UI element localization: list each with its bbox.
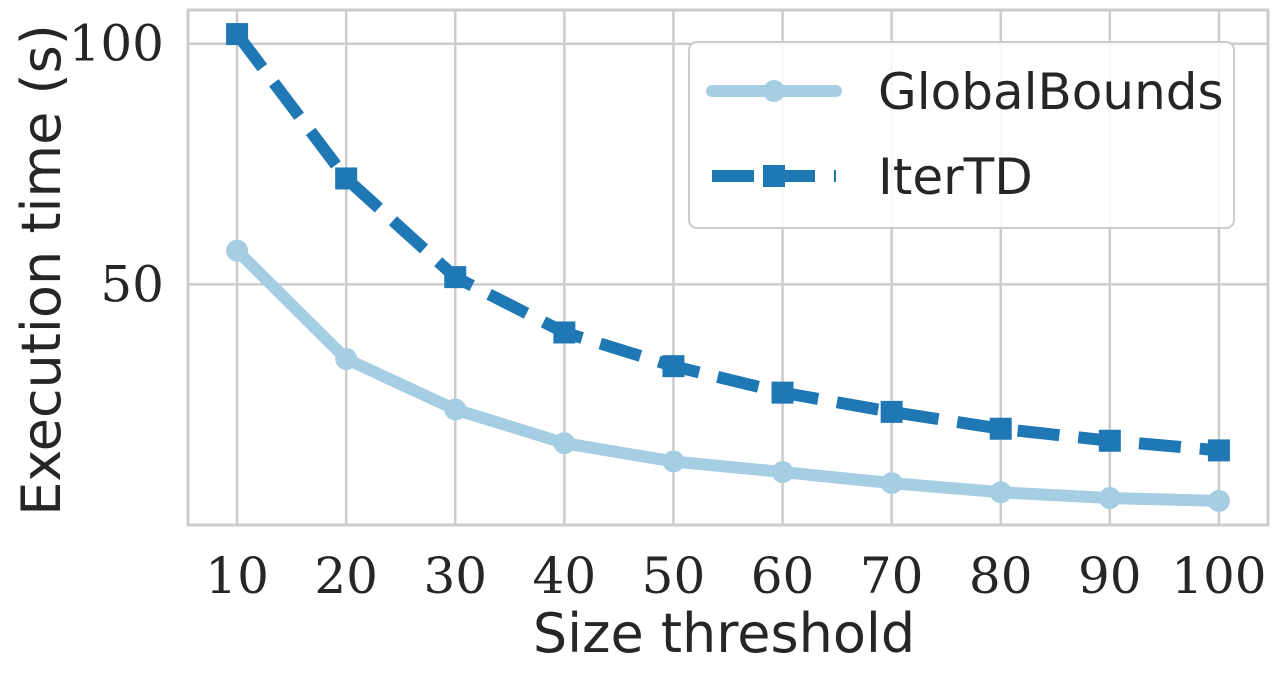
data-point (335, 167, 358, 190)
plot-frame (186, 8, 1270, 527)
data-point (226, 239, 249, 262)
x-tick-label: 20 (314, 547, 378, 605)
data-point (771, 461, 794, 484)
series-line (231, 244, 1225, 507)
data-point (880, 400, 903, 423)
data-point (880, 472, 903, 495)
data-point (335, 347, 358, 370)
y-axis-ticks: 50 100 (69, 15, 164, 314)
legend-marker (763, 80, 785, 102)
data-point (444, 266, 467, 289)
legend-entry-globalbounds: GlobalBounds (706, 63, 1224, 121)
legend-marker (763, 165, 785, 187)
data-point (553, 321, 576, 344)
y-tick-label: 100 (69, 15, 164, 73)
y-axis-label: Execution time (s) (10, 24, 73, 516)
x-tick-label: 60 (751, 547, 815, 605)
data-point (1098, 487, 1121, 510)
legend-label: GlobalBounds (878, 63, 1224, 121)
data-point (1098, 429, 1121, 452)
x-tick-label: 70 (860, 547, 924, 605)
legend: GlobalBounds IterTD (688, 41, 1235, 229)
x-tick-label: 30 (423, 547, 487, 605)
data-point (553, 432, 576, 455)
x-axis-ticks: 10 20 30 40 50 60 70 80 90 100 (205, 547, 1266, 605)
x-tick-label: 10 (205, 547, 269, 605)
legend-entry-itertd: IterTD (712, 148, 1033, 206)
data-point (1207, 439, 1230, 462)
x-tick-label: 90 (1078, 547, 1142, 605)
x-axis-label: Size threshold (533, 602, 915, 665)
data-point (226, 23, 249, 46)
x-tick-label: 80 (969, 547, 1033, 605)
legend-label: IterTD (878, 148, 1033, 206)
x-tick-label: 100 (1171, 547, 1266, 605)
data-point (989, 481, 1012, 504)
data-point (1207, 489, 1230, 512)
y-tick-label: 50 (100, 255, 164, 313)
data-point (771, 381, 794, 404)
series-line (232, 30, 1220, 457)
series-globalbounds (226, 239, 1230, 512)
x-tick-label: 40 (533, 547, 597, 605)
data-point (662, 355, 685, 378)
series-layer (226, 23, 1230, 512)
data-point (444, 398, 467, 421)
data-point (989, 417, 1012, 440)
data-point (662, 450, 685, 473)
x-tick-label: 50 (642, 547, 706, 605)
series-itertd (226, 23, 1230, 462)
